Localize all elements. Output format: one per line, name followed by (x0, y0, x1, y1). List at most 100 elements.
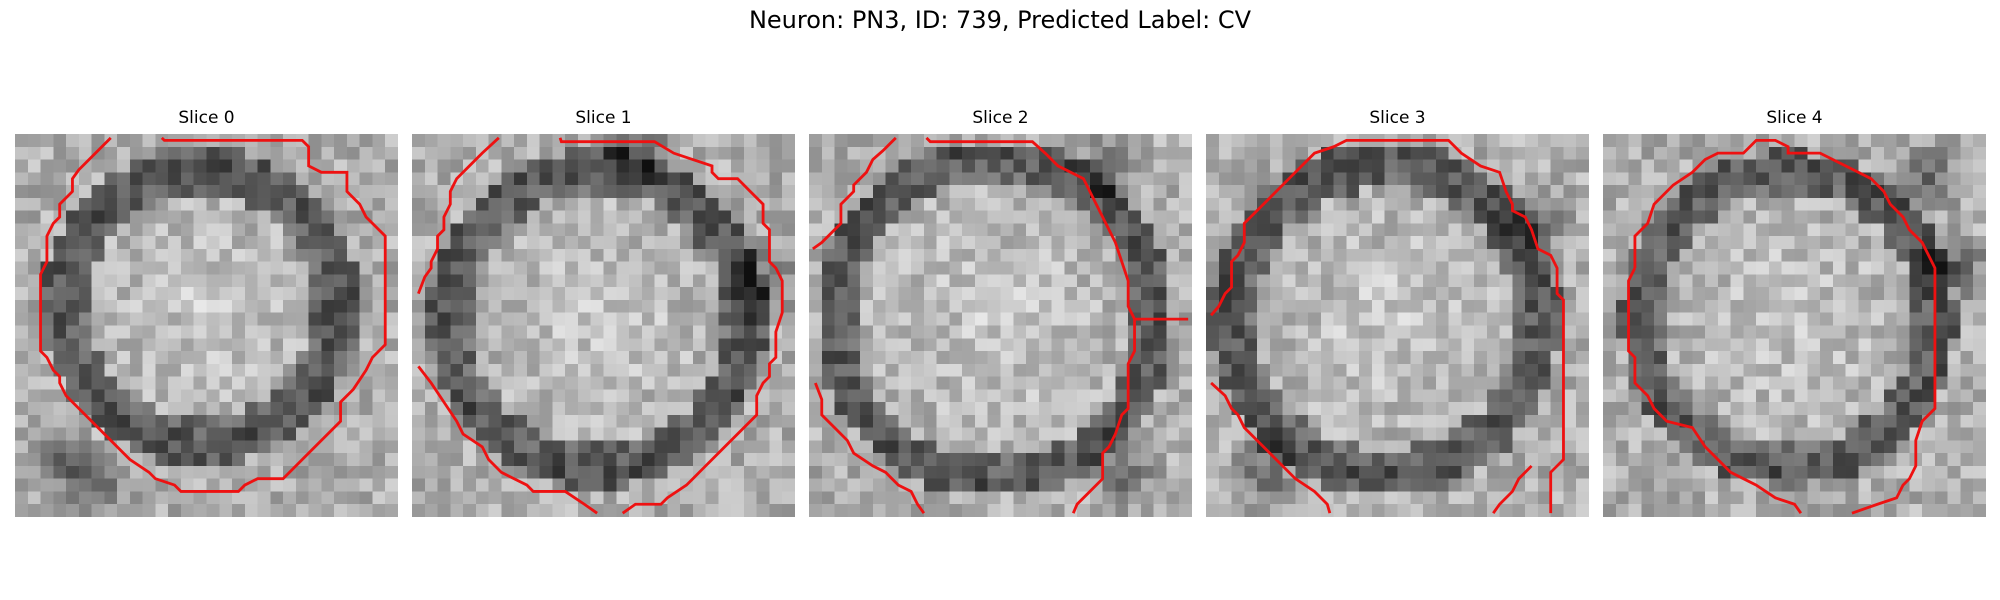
slice-pixel (372, 134, 386, 148)
slice-pixel (603, 299, 617, 313)
slice-pixel (1102, 363, 1116, 377)
slice-pixel (1858, 478, 1872, 492)
slice-pixel (1333, 376, 1347, 390)
slice-pixel (552, 478, 566, 492)
slice-pixel (1320, 414, 1334, 428)
slice-pixel (718, 146, 732, 160)
slice-pixel (1692, 312, 1706, 326)
slice-pixel (117, 312, 131, 326)
slice-pixel (1871, 236, 1885, 250)
slice-pixel (40, 440, 54, 454)
slice-pixel (821, 261, 835, 275)
slice-pixel (629, 223, 643, 237)
slice-pixel (769, 299, 783, 313)
slice-pixel (769, 363, 783, 377)
slice-pixel (680, 236, 694, 250)
slice-pixel (104, 159, 118, 173)
slice-pixel (1934, 338, 1948, 352)
slice-pixel (577, 146, 591, 160)
slice-pixel (129, 338, 143, 352)
slice-pixel (911, 274, 925, 288)
slice-pixel (1641, 172, 1655, 186)
slice-pixel (1461, 210, 1475, 224)
slice-pixel (1128, 274, 1142, 288)
slice-pixel (911, 402, 925, 416)
slice-pixel (488, 210, 502, 224)
slice-pixel (1705, 274, 1719, 288)
slice-pixel (1038, 376, 1052, 390)
slice-pixel (117, 402, 131, 416)
slice-pixel (860, 351, 874, 365)
slice-pixel (1102, 261, 1116, 275)
slice-pixel (629, 159, 643, 173)
slice-pixel (155, 146, 169, 160)
slice-pixel (1231, 134, 1245, 148)
slice-pixel (1166, 491, 1180, 505)
slice-pixel (66, 134, 80, 148)
slice-pixel (872, 491, 886, 505)
slice-pixel (501, 248, 515, 262)
slice-pixel (295, 299, 309, 313)
slice-pixel (1858, 159, 1872, 173)
slice-pixel (552, 134, 566, 148)
slice-pixel (1244, 274, 1258, 288)
slice-pixel (1206, 389, 1220, 403)
slice-pixel (412, 389, 426, 403)
slice-pixel (565, 172, 579, 186)
slice-pixel (629, 210, 643, 224)
slice-pixel (1537, 402, 1551, 416)
slice-pixel (129, 236, 143, 250)
slice-pixel (283, 287, 297, 301)
slice-pixel (962, 478, 976, 492)
slice-pixel (1832, 299, 1846, 313)
slice-pixel (1026, 287, 1040, 301)
slice-pixel (1576, 376, 1589, 390)
slice-pixel (501, 453, 515, 467)
slice-pixel (539, 134, 553, 148)
slice-pixel (1153, 236, 1167, 250)
slice-pixel (321, 491, 335, 505)
slice-pixel (53, 453, 67, 467)
slice-pixel (501, 261, 515, 275)
slice-pixel (1359, 363, 1373, 377)
slice-pixel (680, 491, 694, 505)
slice-pixel (718, 363, 732, 377)
slice-pixel (1038, 236, 1052, 250)
slice-pixel (142, 197, 156, 211)
slice-pixel (283, 363, 297, 377)
slice-pixel (654, 351, 668, 365)
slice-pixel (1576, 427, 1589, 441)
slice-pixel (1679, 210, 1693, 224)
slice-pixel (232, 453, 246, 467)
slice-pixel (756, 134, 770, 148)
slice-pixel (514, 261, 528, 275)
slice-pixel (1730, 185, 1744, 199)
slice-pixel (1922, 146, 1936, 160)
slice-pixel (270, 351, 284, 365)
slice-pixel (1397, 376, 1411, 390)
slice-pixel (1231, 159, 1245, 173)
slice-pixel (1499, 312, 1513, 326)
slice-pixel (1346, 491, 1360, 505)
slice-pixel (1448, 287, 1462, 301)
slice-pixel (283, 159, 297, 173)
slice-pixel (1654, 146, 1668, 160)
slice-pixel (1550, 197, 1564, 211)
slice-pixel (1692, 453, 1706, 467)
slice-pixel (1346, 414, 1360, 428)
slice-pixel (680, 185, 694, 199)
slice-pixel (718, 236, 732, 250)
slice-pixel (616, 210, 630, 224)
slice-pixel (1218, 325, 1232, 339)
slice-pixel (385, 159, 398, 173)
slice-pixel (412, 287, 426, 301)
slice-pixel (526, 351, 540, 365)
slice-pixel (616, 236, 630, 250)
slice-pixel (1384, 325, 1398, 339)
slice-pixel (1128, 440, 1142, 454)
slice-pixel (1346, 427, 1360, 441)
slice-pixel (974, 172, 988, 186)
slice-pixel (1089, 134, 1103, 148)
slice-pixel (1781, 287, 1795, 301)
slice-pixel (1206, 274, 1220, 288)
